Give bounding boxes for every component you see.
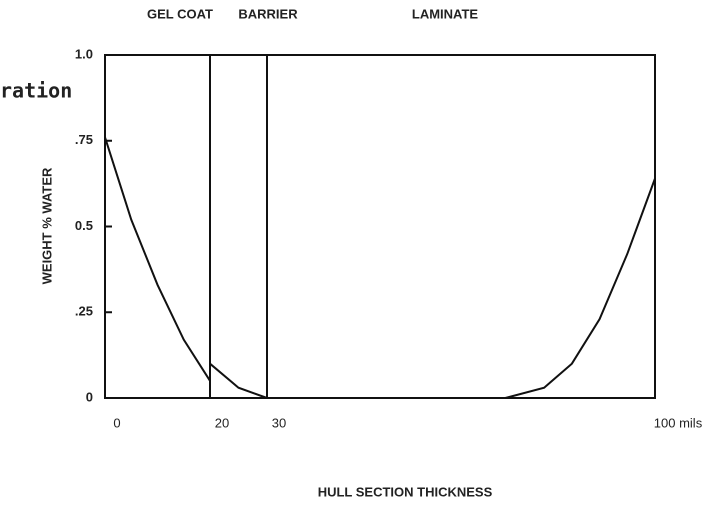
x-tick-label: 20 — [215, 415, 229, 430]
y-axis-label: WEIGHT % WATER — [39, 167, 54, 284]
region-label: GEL COAT — [147, 6, 213, 21]
annotation: ration — [0, 79, 72, 103]
x-tick-label: 30 — [272, 415, 286, 430]
y-tick-label: 1.0 — [75, 46, 93, 61]
y-tick-label: .25 — [75, 304, 93, 319]
x-axis-label: HULL SECTION THICKNESS — [318, 484, 493, 499]
y-tick-label: 0 — [86, 389, 93, 404]
y-tick-label: .75 — [75, 132, 93, 147]
data-line — [209, 362, 268, 399]
region-label: LAMINATE — [412, 6, 479, 21]
data-line — [505, 178, 656, 399]
x-tick-label: 0 — [113, 415, 120, 430]
y-tick-label: 0.5 — [75, 218, 93, 233]
data-line — [104, 137, 211, 382]
region-label: BARRIER — [238, 6, 298, 21]
x-tick-label: 100 mils — [654, 415, 703, 430]
